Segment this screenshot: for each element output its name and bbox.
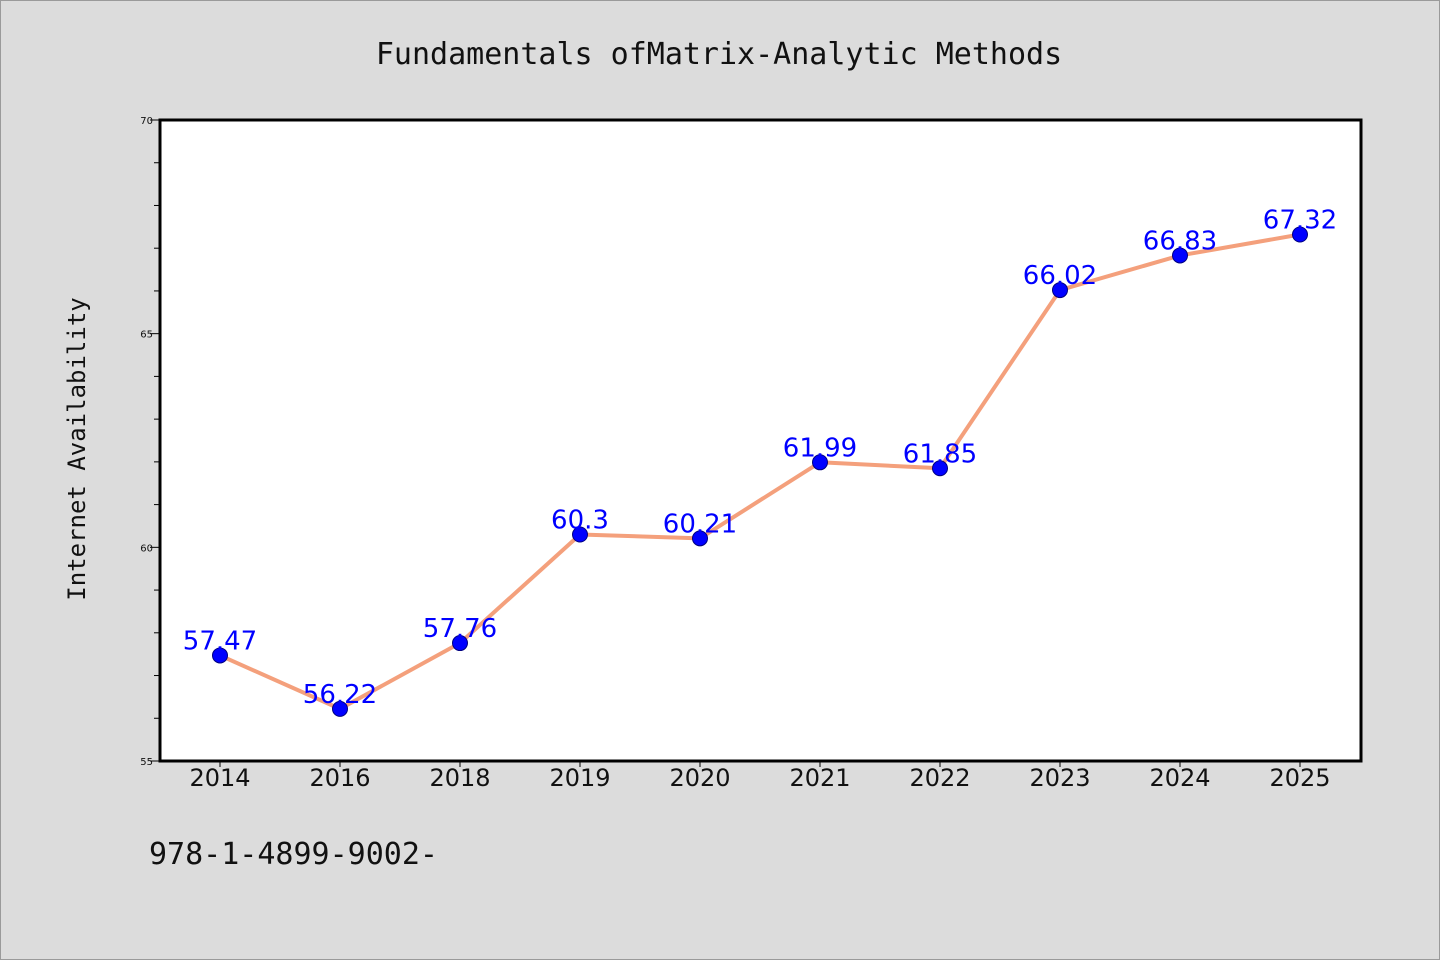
data-point-label: 61.99 (783, 433, 857, 463)
data-point-label: 56.22 (303, 680, 377, 710)
data-point-marker (1292, 226, 1308, 243)
y-tick-label: 70 (140, 116, 153, 127)
x-axis-ticks: 2014 2016 2018 2019 2020 2021 2022 2023 2024 2025 (189, 761, 1331, 792)
x-tick-label: 2016 (309, 764, 370, 792)
data-point-label: 61.85 (903, 439, 977, 469)
y-axis-ticks: 55 60 65 70 (140, 116, 160, 768)
data-point-label: 60.3 (551, 506, 609, 536)
data-point-marker (1052, 282, 1068, 299)
data-point-marker (932, 460, 948, 477)
data-point-label: 60.21 (663, 509, 737, 539)
data-point-marker (692, 530, 708, 547)
x-tick-label: 2021 (789, 764, 850, 792)
data-point-marker (1172, 247, 1188, 264)
data-point-marker (572, 526, 588, 543)
footer-isbn-text: 978-1-4899-9002- (149, 837, 438, 872)
x-tick-label: 2014 (189, 764, 250, 792)
y-tick-label: 60 (140, 543, 153, 554)
data-point-label: 57.76 (423, 614, 497, 644)
data-point-marker (332, 700, 348, 717)
x-tick-label: 2023 (1029, 764, 1090, 792)
data-point-label: 66.83 (1143, 226, 1217, 256)
data-point-label: 57.47 (183, 626, 257, 656)
data-point-marker (812, 454, 828, 471)
series-line (218, 232, 1302, 711)
data-point-label: 66.02 (1023, 261, 1097, 291)
y-axis-label: Internet Availability (63, 297, 91, 600)
chart-title: Fundamentals ofMatrix-Analytic Methods (376, 37, 1062, 72)
y-tick-label: 55 (140, 757, 153, 768)
x-tick-label: 2022 (909, 764, 970, 792)
data-point-marker (212, 647, 228, 664)
y-tick-label: 65 (140, 330, 153, 341)
data-point-marker (452, 635, 468, 652)
x-tick-label: 2019 (549, 764, 610, 792)
data-point-label: 67.32 (1263, 206, 1337, 236)
x-tick-label: 2020 (669, 764, 730, 792)
x-tick-label: 2025 (1269, 764, 1330, 792)
x-tick-label: 2018 (429, 764, 490, 792)
series-line-group: 57.47 56.22 57.76 60.3 60.21 61.99 61.85 66.02 6… (183, 206, 1337, 717)
plot-area (158, 118, 1363, 763)
x-tick-label: 2024 (1149, 764, 1210, 792)
